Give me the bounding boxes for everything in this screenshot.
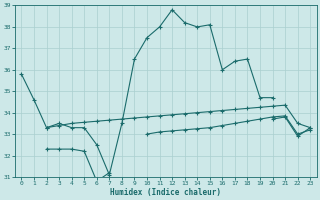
X-axis label: Humidex (Indice chaleur): Humidex (Indice chaleur) [110,188,221,197]
